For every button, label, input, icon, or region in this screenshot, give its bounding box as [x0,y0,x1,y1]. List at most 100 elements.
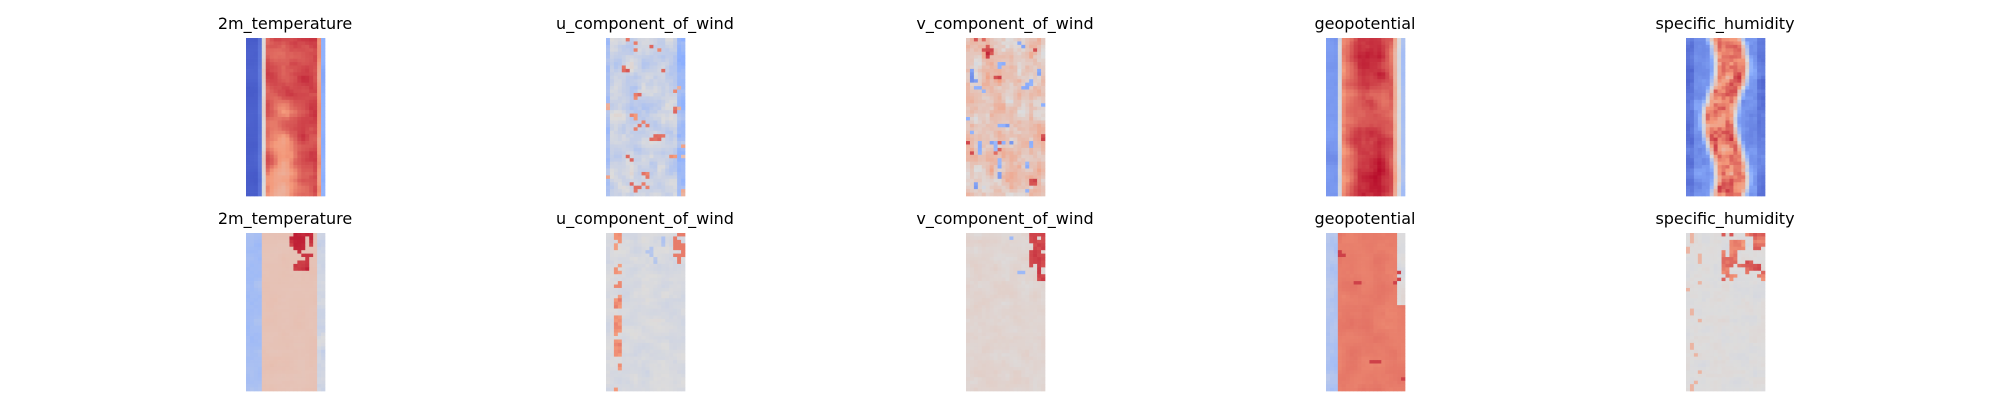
heatmap-cell [281,62,286,66]
heatmap-cell [681,144,686,149]
heatmap-cell [1326,147,1331,152]
heatmap-cell [1333,48,1339,53]
heatmap-cell [657,171,662,176]
heatmap-cell [261,246,267,251]
heatmap-cell [1345,99,1351,104]
heatmap-cell [1333,117,1339,121]
heatmap-cell [1025,92,1030,97]
heatmap-cell [1697,79,1703,83]
heatmap-cell [257,75,263,80]
heatmap-cell [301,55,306,59]
heatmap-cell [993,154,998,159]
heatmap-cell [1741,192,1746,197]
heatmap-cell [1709,103,1714,108]
heatmap-cell [1753,189,1758,193]
heatmap-cell [1333,92,1339,97]
heatmap-cell [677,89,682,94]
heatmap-cell [297,260,302,265]
heatmap-cell [1033,103,1038,108]
heatmap-cell [981,192,987,197]
heatmap-cell [1037,99,1042,104]
heatmap-cell [1377,106,1382,111]
heatmap-cell [1686,144,1691,149]
heatmap-cell [1037,38,1042,42]
heatmap-cell [1037,89,1042,94]
heatmap-cell [641,38,646,42]
heatmap-cell [246,236,251,241]
heatmap-cell [973,189,979,193]
heatmap-cell [1733,117,1738,121]
heatmap-cell [1369,99,1374,104]
heatmap-cell [1001,38,1006,42]
heatmap-cell [1401,62,1406,66]
heatmap-cell [649,68,654,73]
heatmap-cell [1037,68,1042,73]
heatmap-cell [285,161,290,166]
heatmap-cell [1013,189,1018,193]
heatmap-cell [1345,75,1351,80]
heatmap-cell [1361,96,1366,101]
heatmap-cell [677,134,682,138]
heatmap-cell [1741,185,1746,190]
heatmap-cell [673,79,678,83]
heatmap-cell [1397,165,1402,169]
heatmap-cell [1717,96,1722,101]
heatmap-cell [661,123,666,128]
heatmap-cell [1721,58,1726,63]
heatmap-cell [1713,117,1718,121]
heatmap-cell [1361,117,1366,121]
heatmap-cell [1037,182,1042,187]
heatmap-cell [1745,165,1750,169]
heatmap-cell [1401,123,1406,128]
heatmap-cell [977,79,983,83]
heatmap-cell [1717,158,1722,162]
heatmap-cell [621,41,627,46]
heatmap-cell [681,96,686,101]
heatmap-cell [1721,161,1726,166]
heatmap-cell [1721,48,1726,53]
heatmap-cell [1761,92,1766,97]
heatmap-cell [1397,123,1402,128]
heatmap-cell [641,113,646,118]
heatmap-cell [1349,151,1354,156]
heatmap-cell [249,86,255,90]
heatmap-cell [641,151,646,156]
heatmap-cell [246,130,251,135]
heatmap-cell [301,246,306,251]
heatmap-cell [1689,137,1695,142]
heatmap-cell [1753,86,1758,90]
heatmap-cell [273,253,278,258]
heatmap-cell [249,141,255,145]
heatmap-cell [1369,48,1374,53]
heatmap-cell [665,113,670,118]
heatmap-cell [1345,106,1351,111]
heatmap-cell [613,86,619,90]
heatmap-cell [1393,130,1398,135]
heatmap-cell [1009,75,1014,80]
heatmap-cell [293,182,298,187]
heatmap-cell [1705,113,1711,118]
heatmap-cell [309,294,314,299]
heatmap-cell [1745,75,1750,80]
heatmap-cell [1761,154,1766,159]
heatmap-cell [673,144,678,149]
heatmap-cell [285,178,290,183]
heatmap-cell [1389,113,1394,118]
heatmap-cell [997,99,1002,104]
heatmap-cell [977,65,983,70]
heatmap-cell [966,185,971,190]
heatmap-cell [285,257,290,261]
heatmap-cell [293,127,298,132]
heatmap-cell [273,137,278,142]
heatmap-cell [1725,171,1730,176]
heatmap-cell [261,120,267,125]
heatmap-cell [981,89,987,94]
heatmap-cell [985,185,991,190]
heatmap-cell [641,168,646,173]
heatmap-cell [969,106,975,111]
heatmap-cell [1693,58,1699,63]
heatmap-cell [313,189,318,193]
heatmap-cell [1686,189,1691,193]
heatmap-cell [997,171,1002,176]
heatmap-cell [249,246,255,251]
